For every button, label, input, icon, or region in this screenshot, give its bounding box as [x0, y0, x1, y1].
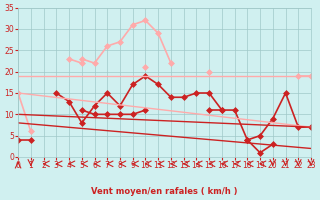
- X-axis label: Vent moyen/en rafales ( km/h ): Vent moyen/en rafales ( km/h ): [91, 187, 238, 196]
